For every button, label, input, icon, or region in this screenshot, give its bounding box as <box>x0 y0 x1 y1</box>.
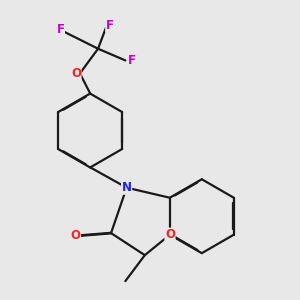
Text: O: O <box>165 228 175 241</box>
Text: N: N <box>122 181 132 194</box>
Text: F: F <box>128 54 136 67</box>
Text: F: F <box>106 19 114 32</box>
Text: O: O <box>71 67 81 80</box>
Text: O: O <box>70 229 80 242</box>
Text: F: F <box>56 23 64 36</box>
